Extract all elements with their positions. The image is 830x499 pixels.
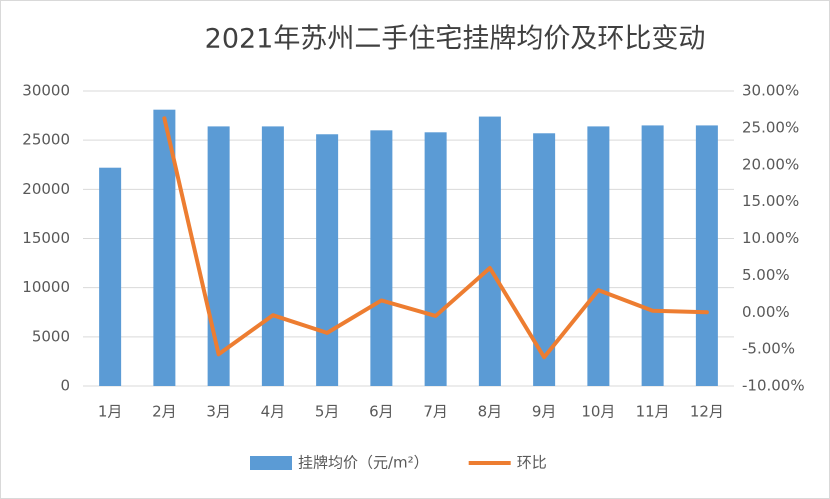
x-tick-label: 12月 (690, 403, 724, 421)
bar (641, 125, 664, 387)
bar (424, 132, 447, 386)
chart-title: 2021年苏州二手住宅挂牌均价及环比变动 (205, 24, 706, 55)
x-tick-label: 5月 (315, 403, 340, 421)
y-tick-label: 30000 (22, 82, 70, 100)
x-tick-label: 8月 (478, 403, 503, 421)
bar (587, 126, 610, 387)
legend-label: 环比 (517, 454, 547, 472)
bar (316, 134, 339, 386)
x-tick-label: 2月 (152, 403, 177, 421)
y2-tick-label: 20.00% (742, 155, 799, 173)
x-tick-label: 4月 (261, 403, 286, 421)
bar (478, 116, 501, 387)
bar (99, 167, 122, 386)
x-tick-label: 6月 (369, 403, 394, 421)
y-tick-label: 15000 (22, 229, 70, 247)
legend-swatch (250, 456, 292, 470)
bar (153, 109, 176, 386)
x-tick-label: 9月 (532, 403, 557, 421)
x-tick-label: 10月 (581, 403, 615, 421)
y-tick-label: 20000 (22, 180, 70, 198)
y2-tick-label: 25.00% (742, 118, 799, 136)
bar (695, 125, 718, 387)
line (162, 116, 709, 360)
y2-tick-label: 0.00% (742, 303, 790, 321)
y-tick-label: 25000 (22, 131, 70, 149)
x-tick-label: 1月 (98, 403, 123, 421)
y2-tick-label: 15.00% (742, 192, 799, 210)
y-tick-label: 10000 (22, 278, 70, 296)
y2-tick-label: 30.00% (742, 82, 799, 100)
y2-tick-label: -10.00% (742, 377, 805, 395)
y2-tick-label: 10.00% (742, 229, 799, 247)
y2-tick-label: -5.00% (742, 340, 795, 358)
x-tick-label: 7月 (423, 403, 448, 421)
bar (207, 126, 230, 387)
bar (370, 130, 393, 386)
x-tick-label: 3月 (206, 403, 231, 421)
y-tick-label: 0 (60, 377, 70, 395)
bar (261, 126, 284, 387)
bar (533, 133, 556, 386)
y2-tick-label: 5.00% (742, 266, 790, 284)
x-tick-label: 11月 (636, 403, 670, 421)
legend-label: 挂牌均价（元/m²） (298, 454, 429, 472)
y-tick-label: 5000 (32, 327, 70, 345)
